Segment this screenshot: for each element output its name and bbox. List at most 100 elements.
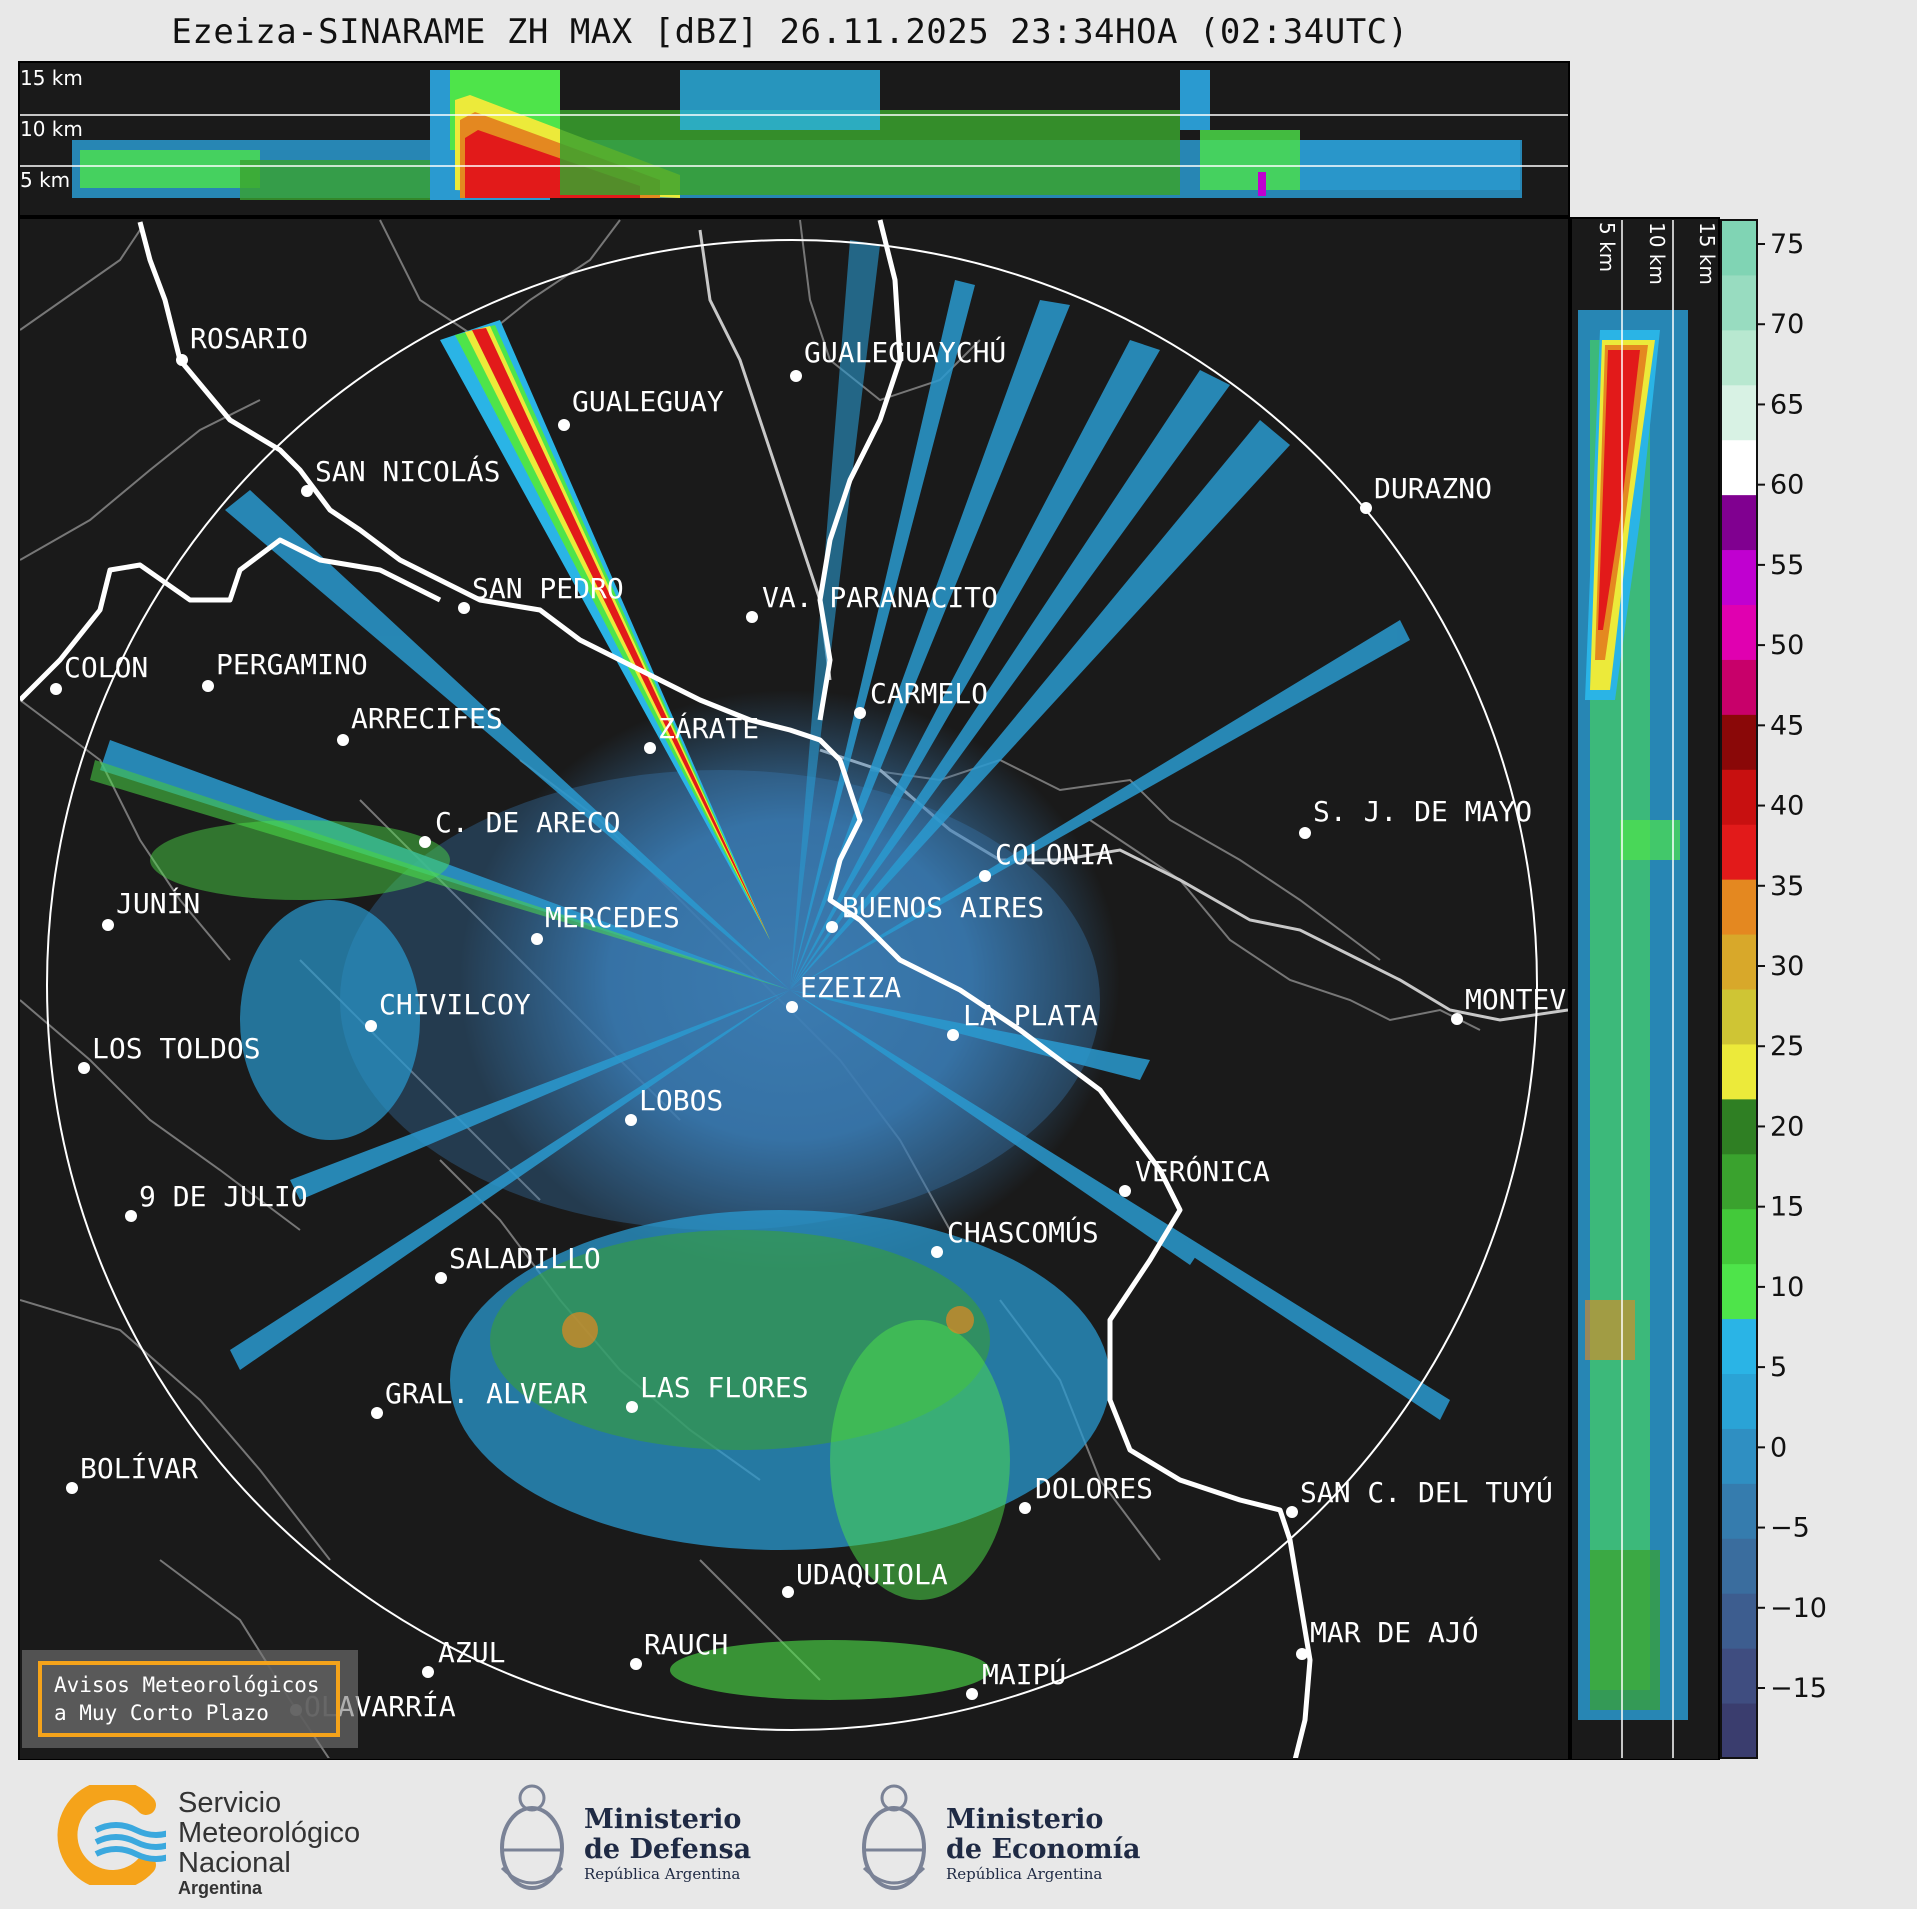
- defensa-sub: República Argentina: [584, 1865, 741, 1883]
- city-marker-maipu: [966, 1688, 978, 1700]
- city-label-va-paranacito: VA. PARANACITO: [762, 581, 998, 614]
- coat-of-arms-icon: [500, 1784, 564, 1890]
- colorbar-tick-label: 40: [1770, 791, 1804, 822]
- colorbar-tick-label: 75: [1770, 229, 1804, 260]
- colorbar-band: [1721, 769, 1757, 825]
- colorbar-tick-label: 65: [1770, 389, 1804, 420]
- colorbar-band: [1721, 1318, 1757, 1374]
- colorbar-band: [1721, 1043, 1757, 1100]
- city-label-carmelo: CARMELO: [870, 677, 988, 710]
- city-label-san-pedro: SAN PEDRO: [472, 572, 624, 605]
- city-marker-san-pedro: [458, 602, 470, 614]
- city-marker-rosario: [176, 354, 188, 366]
- city-label-arrecifes: ARRECIFES: [351, 702, 503, 735]
- colorbar-band: [1721, 1208, 1757, 1265]
- city-marker-carmelo: [854, 707, 866, 719]
- side-label-10km: 10 km: [1645, 222, 1669, 285]
- colorbar-tick-label: 0: [1770, 1432, 1787, 1463]
- city-label-colon: COLON: [64, 651, 148, 684]
- city-marker-saladillo: [435, 1272, 447, 1284]
- city-marker-junin: [102, 919, 114, 931]
- city-marker-durazno: [1360, 502, 1372, 514]
- city-label-ezeiza: EZEIZA: [800, 971, 901, 1004]
- economia-line2: de Economía: [946, 1834, 1141, 1865]
- city-label-chascomus: CHASCOMÚS: [947, 1215, 1099, 1249]
- city-label-pergamino: PERGAMINO: [216, 648, 368, 681]
- economia-line1: Ministerio: [946, 1804, 1104, 1835]
- city-marker-los-toldos: [78, 1062, 90, 1074]
- defensa-line2: de Defensa: [584, 1834, 752, 1865]
- city-marker-san-c-del-tuyu: [1286, 1506, 1298, 1518]
- city-label-montev: MONTEV: [1465, 983, 1566, 1016]
- city-marker-dolores: [1019, 1502, 1031, 1514]
- top-cross-section-panel: 15 km 10 km 5 km: [18, 61, 1570, 217]
- city-marker-va-paranacito: [746, 611, 758, 623]
- strong-echo-beam: [440, 320, 770, 940]
- top-label-10km: 10 km: [20, 117, 83, 141]
- city-label-azul: AZUL: [438, 1636, 505, 1669]
- city-marker-azul: [422, 1666, 434, 1678]
- city-marker-lobos: [625, 1114, 637, 1126]
- colorbar-band: [1721, 1153, 1757, 1210]
- city-markers: ROSARIO GUALEGUAYCHÚ GUALEGUAY SAN NICOLÁS D…: [50, 322, 1566, 1723]
- colorbar-tick-label: 35: [1770, 871, 1804, 902]
- colorbar-tick-label: 45: [1770, 710, 1804, 741]
- city-label-gualeguaychu: GUALEGUAYCHÚ: [804, 335, 1006, 369]
- city-marker-buenos-aires: [826, 921, 838, 933]
- colorbar-tick-label: 20: [1770, 1111, 1804, 1142]
- city-label-buenos-aires: BUENOS AIRES: [842, 891, 1044, 924]
- city-label-gral-alvear: GRAL. ALVEAR: [385, 1377, 587, 1410]
- country-borders: [20, 219, 1313, 1758]
- city-label-udaquiola: UDAQUIOLA: [796, 1558, 948, 1591]
- city-marker-montev: [1451, 1013, 1463, 1025]
- city-label-maipu: MAIPÚ: [982, 1657, 1066, 1691]
- colorbar-tick-label: 5: [1770, 1352, 1787, 1383]
- city-label-gualeguay: GUALEGUAY: [572, 385, 724, 418]
- city-marker-colon: [50, 683, 62, 695]
- side-cross-section-panel: 5 km 10 km 15 km: [1570, 217, 1720, 1760]
- warning-line1: Avisos Meteorológicos: [54, 1673, 320, 1697]
- city-marker-gualeguaychu: [790, 370, 802, 382]
- city-marker-rauch: [630, 1658, 642, 1670]
- city-label-junin: JUNÍN: [116, 886, 200, 920]
- smn-line4: Argentina: [178, 1878, 263, 1898]
- smn-logo: [56, 1780, 178, 1890]
- city-label-chivilcoy: CHIVILCOY: [379, 988, 531, 1021]
- city-label-san-c-del-tuyu: SAN C. DEL TUYÚ: [1300, 1475, 1553, 1509]
- colorbar-band: [1721, 1428, 1757, 1484]
- colorbar-tick-label: 70: [1770, 309, 1804, 340]
- city-label-veronica: VERÓNICA: [1135, 1154, 1270, 1188]
- colorbar-tick-label: 60: [1770, 470, 1804, 501]
- city-label-san-nicolas: SAN NICOLÁS: [315, 454, 500, 488]
- smn-line3: Nacional: [178, 1847, 291, 1879]
- colorbar-band: [1721, 1483, 1757, 1539]
- top-label-5km: 5 km: [20, 168, 70, 192]
- city-label-bolivar: BOLÍVAR: [80, 1451, 198, 1485]
- warning-box[interactable]: Avisos Meteorológicos a Muy Corto Plazo: [38, 1661, 340, 1737]
- city-marker-mar-de-ajo: [1296, 1648, 1308, 1660]
- city-marker-zarate: [644, 742, 656, 754]
- warning-line2: a Muy Corto Plazo: [54, 1701, 269, 1725]
- city-marker-veronica: [1119, 1185, 1131, 1197]
- city-marker-s-j-de-mayo: [1299, 827, 1311, 839]
- colorbar-band: [1721, 439, 1757, 496]
- colorbar-band: [1721, 220, 1757, 276]
- city-marker-las-flores: [626, 1401, 638, 1413]
- colorbar-band: [1721, 1263, 1757, 1320]
- city-label-la-plata: LA PLATA: [963, 999, 1098, 1032]
- city-marker-la-plata: [947, 1029, 959, 1041]
- colorbar-tick-label: −15: [1770, 1673, 1827, 1704]
- city-label-dolores: DOLORES: [1035, 1472, 1153, 1505]
- colorbar-tick-label: 50: [1770, 630, 1804, 661]
- coat-of-arms-icon: [862, 1784, 926, 1890]
- defensa-logo: [494, 1778, 570, 1902]
- colorbar-band: [1721, 1648, 1757, 1704]
- side-label-15km: 15 km: [1695, 222, 1719, 285]
- city-label-las-flores: LAS FLORES: [640, 1371, 809, 1404]
- footer-logos: Servicio Meteorológico Nacional Argentin…: [0, 1760, 1917, 1909]
- city-label-s-j-de-mayo: S. J. DE MAYO: [1313, 795, 1532, 828]
- city-marker-san-nicolas: [301, 485, 313, 497]
- defensa-line1: Ministerio: [584, 1804, 742, 1835]
- city-marker-arrecifes: [337, 734, 349, 746]
